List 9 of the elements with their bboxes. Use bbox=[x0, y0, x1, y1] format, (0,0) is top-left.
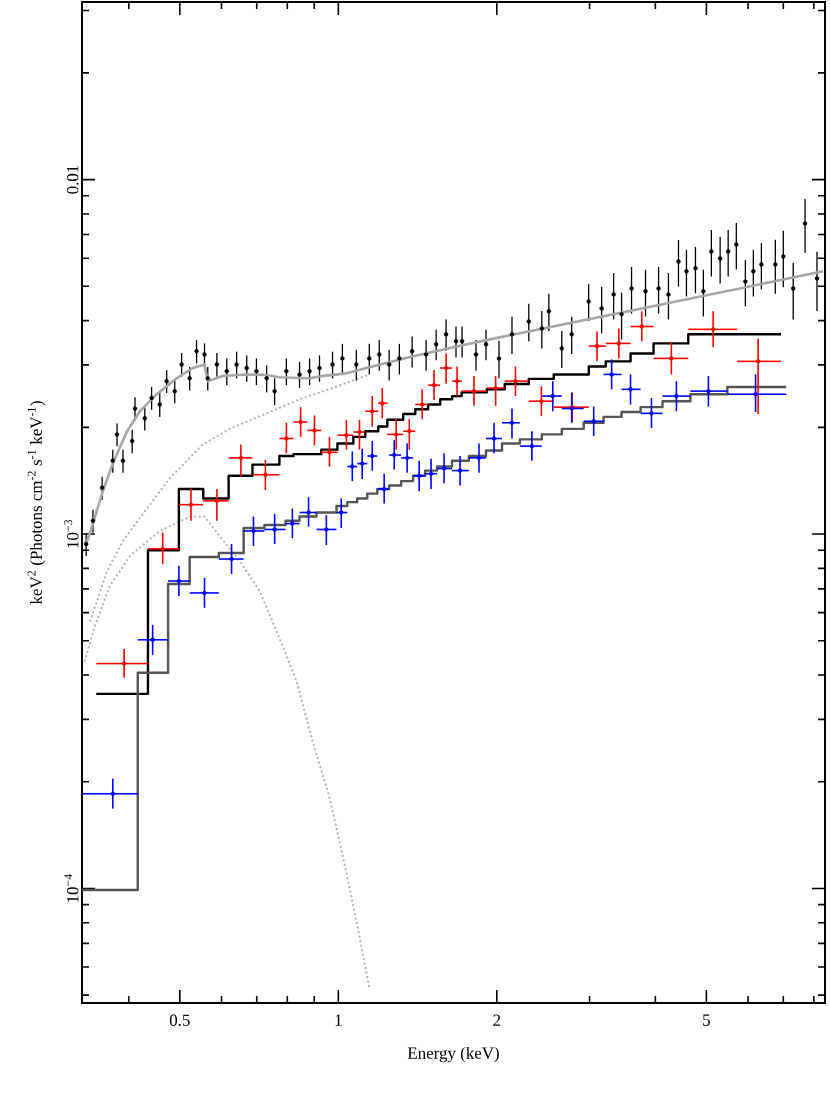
y-tick-label: 10$^{−3}$ bbox=[64, 519, 79, 548]
y-tick-label: 0.01 bbox=[66, 165, 79, 194]
y-tick-label: 10$^{−4}$ bbox=[64, 874, 79, 902]
x-axis-title: Energy (keV) bbox=[407, 1046, 499, 1063]
x-tick-label: 1 bbox=[335, 1014, 342, 1026]
x-tick-label: 2 bbox=[493, 1014, 501, 1026]
text: keV$^{2}$ (Photons cm$^{-2}$ s$^{-1}$ keV$^{-1}$) bbox=[27, 401, 46, 605]
x-tick-label: 5 bbox=[703, 1014, 710, 1026]
x-tick-label: 0.5 bbox=[169, 1014, 190, 1027]
